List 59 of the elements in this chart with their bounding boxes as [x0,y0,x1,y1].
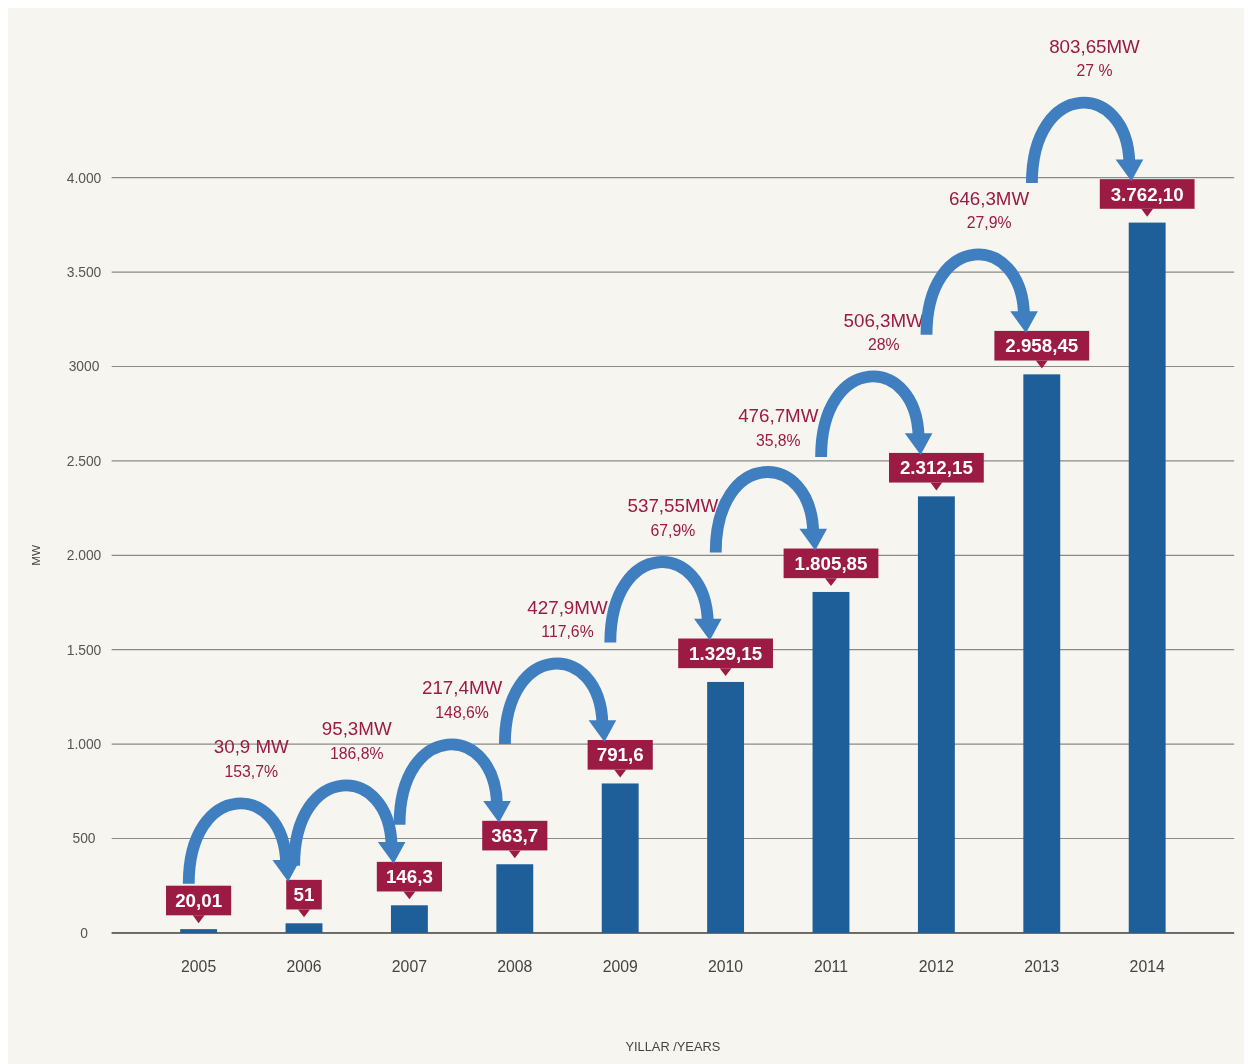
annotation: 506,3MW [843,309,925,331]
annotation: 28% [867,336,900,354]
annotation: 427,9MW [527,596,608,618]
x-tick-label: 2006 [286,958,322,976]
text: 803,65MW [1049,35,1141,57]
x-tick-label: 2014 [1129,958,1165,976]
y-tick-label: 0 [80,924,89,941]
bar [496,864,534,933]
data-label: 146,3 [385,866,433,888]
data-label: 3.762,10 [1110,183,1184,205]
x-tick-label: 2007 [391,958,427,976]
y-tick-label: 3.500 [66,263,102,280]
data-label: 51 [293,884,315,906]
bar [1128,222,1166,933]
x-tick-label: 2013 [1024,958,1060,976]
annotation: 35,8% [755,431,801,449]
data-label: 20,01 [175,890,223,912]
y-tick-label: 1.000 [66,735,102,752]
annotation: 476,7MW [738,405,819,427]
annotation: 646,3MW [948,187,1030,209]
x-tick-label: 2012 [918,958,954,976]
bar [707,681,745,933]
y-tick-label: 3000 [68,358,100,375]
annotation: 186,8% [329,745,384,763]
y-tick-label: 2.000 [66,547,102,564]
x-tick-label: 2011 [814,958,848,976]
bar [917,496,955,933]
y-tick-label: 2.500 [66,452,102,469]
annotation: 148,6% [435,704,489,722]
text: 27 % [1076,62,1113,80]
y-tick-label: 4.000 [66,169,102,186]
y-tick-label: 500 [72,830,96,847]
x-tick-label: 2009 [602,958,638,976]
data-label: 1.329,15 [689,642,763,664]
bar [285,923,323,933]
x-tick-label: 2010 [708,958,744,976]
x-tick-label: 2005 [181,958,217,976]
data-label: 1.805,85 [794,552,868,574]
y-axis-title: MW [28,543,43,566]
data-label: 791,6 [596,744,644,766]
bar [180,929,218,933]
annotation: 117,6% [541,623,594,641]
annotation: 95,3MW [321,718,392,740]
data-label: 2.312,15 [899,457,973,479]
annotation: 217,4MW [421,677,503,699]
annotation: 537,55MW [627,495,719,517]
annotation: 30,9 MW [213,736,290,758]
annotation: 67,9% [650,521,696,539]
bar [1023,374,1061,933]
bar [601,783,639,933]
y-tick-label: 1.500 [66,641,102,658]
x-tick-label: 2008 [497,958,533,976]
annotation: 27,9% [966,214,1012,232]
bar [812,591,850,933]
annotation: 153,7% [224,763,279,781]
bar [390,905,428,933]
x-axis-title: YILLAR /YEARS [625,1039,721,1055]
data-label: 2.958,45 [1005,335,1079,357]
data-label: 363,7 [491,825,539,847]
